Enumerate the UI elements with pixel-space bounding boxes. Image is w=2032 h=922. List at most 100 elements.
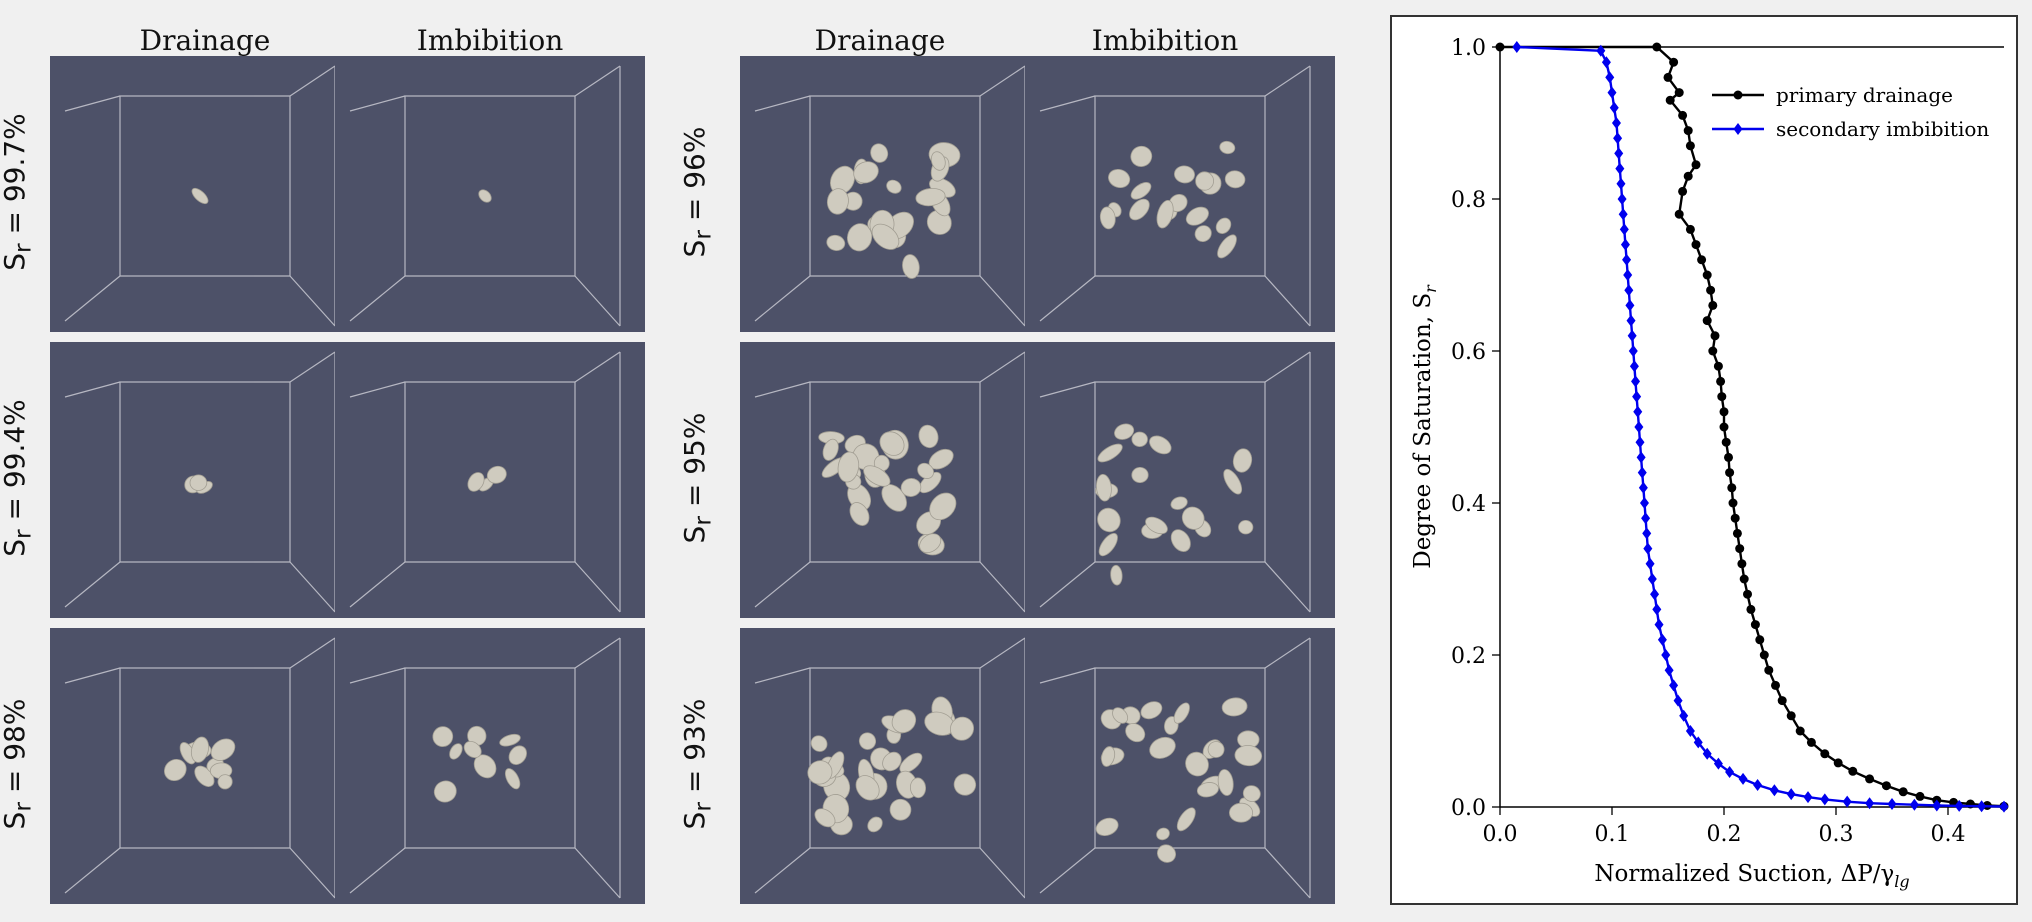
x-tick-label: 0.1 bbox=[1595, 822, 1630, 847]
data-point bbox=[1750, 620, 1760, 630]
data-point bbox=[1620, 238, 1630, 251]
wireframe-box bbox=[1039, 637, 1311, 899]
data-point bbox=[1654, 618, 1664, 631]
data-point bbox=[1702, 316, 1712, 326]
legend-entry-0: primary drainage bbox=[1712, 83, 1953, 107]
data-point bbox=[1634, 421, 1644, 433]
legend-label: secondary imbibition bbox=[1776, 117, 1989, 141]
y-tick-label: 0.6 bbox=[1451, 340, 1486, 365]
data-point bbox=[1679, 709, 1689, 722]
data-point bbox=[1725, 468, 1735, 478]
data-point bbox=[1725, 766, 1735, 779]
data-point bbox=[1685, 725, 1695, 737]
data-point bbox=[1685, 141, 1695, 151]
data-point bbox=[1746, 604, 1756, 614]
data-point bbox=[1727, 483, 1737, 493]
render-panel-imbibition-99-4 bbox=[335, 342, 645, 618]
data-point bbox=[1755, 635, 1765, 645]
data-point bbox=[1632, 390, 1642, 403]
data-point bbox=[1673, 694, 1683, 707]
render-panel-drainage-95 bbox=[740, 342, 1050, 618]
legend-label: primary drainage bbox=[1776, 83, 1953, 107]
data-point bbox=[1999, 800, 2009, 813]
data-point bbox=[1657, 633, 1667, 646]
data-point bbox=[1636, 451, 1646, 464]
wireframe-box bbox=[349, 351, 621, 613]
data-point bbox=[1713, 757, 1723, 770]
data-point bbox=[1842, 795, 1852, 808]
data-point bbox=[1702, 270, 1712, 280]
x-tick-label: 0.2 bbox=[1707, 822, 1742, 847]
data-point bbox=[1909, 798, 1919, 811]
data-point bbox=[1495, 42, 1505, 52]
data-point bbox=[1642, 527, 1652, 540]
data-point bbox=[1652, 42, 1662, 52]
data-point bbox=[1633, 405, 1643, 418]
data-point bbox=[1623, 269, 1633, 281]
data-point bbox=[1625, 299, 1635, 312]
data-point bbox=[1786, 788, 1796, 801]
left-col-title-drainage: Drainage bbox=[139, 24, 271, 57]
data-point bbox=[1627, 329, 1637, 342]
wireframe-box bbox=[349, 65, 621, 327]
fluid-cluster bbox=[432, 725, 527, 803]
x-axis-label: Normalized Suction, ΔP/γlg bbox=[1594, 861, 1909, 891]
data-point bbox=[1759, 650, 1769, 660]
data-point bbox=[1820, 793, 1830, 806]
data-point bbox=[1719, 422, 1729, 432]
data-point bbox=[1616, 177, 1626, 190]
data-point bbox=[1738, 772, 1748, 785]
wireframe-box bbox=[349, 637, 621, 899]
data-point bbox=[1624, 284, 1634, 297]
data-point bbox=[1685, 224, 1695, 234]
data-point bbox=[1641, 512, 1651, 525]
fluid-cluster bbox=[191, 187, 209, 205]
data-point bbox=[1786, 711, 1796, 721]
render-panel-imbibition-98 bbox=[335, 628, 645, 904]
data-point bbox=[1708, 346, 1718, 356]
data-point bbox=[1614, 147, 1624, 160]
data-point bbox=[1693, 736, 1703, 749]
data-point bbox=[1635, 436, 1645, 449]
data-point bbox=[1617, 193, 1627, 205]
saturation-chart-frame: 0.0 0.1 0.2 0.3 0.4 0.0 0.2 0.4 0.6 0.8 1.0 Normali… bbox=[1390, 15, 2018, 905]
data-point bbox=[1769, 784, 1779, 797]
data-point bbox=[1665, 95, 1675, 105]
data-point bbox=[1607, 86, 1617, 99]
render-panel-imbibition-99-7 bbox=[335, 56, 645, 332]
data-point bbox=[1647, 573, 1657, 585]
data-point bbox=[1609, 101, 1619, 114]
data-point bbox=[1661, 649, 1671, 661]
data-point bbox=[1638, 481, 1648, 494]
render-panel-drainage-99-7 bbox=[50, 56, 360, 332]
row-label-left-2: Sr = 99.4% bbox=[0, 399, 37, 557]
data-point bbox=[1512, 41, 1522, 53]
data-point bbox=[1706, 285, 1716, 295]
data-point bbox=[1683, 126, 1693, 136]
saturation-chart: 0.0 0.1 0.2 0.3 0.4 0.0 0.2 0.4 0.6 0.8 1.0 Normali… bbox=[1410, 36, 2009, 891]
data-point bbox=[1639, 497, 1649, 509]
data-point bbox=[1954, 799, 1964, 812]
fluid-cluster bbox=[1095, 423, 1254, 586]
data-point bbox=[1737, 559, 1747, 569]
fluid-cluster bbox=[1099, 140, 1246, 259]
data-point bbox=[1724, 452, 1733, 462]
row-label-right-1: Sr = 96% bbox=[678, 126, 717, 258]
y-tick-label: 0.0 bbox=[1451, 796, 1486, 821]
data-point bbox=[1932, 799, 1942, 812]
series-line bbox=[1500, 45, 2005, 808]
row-label-left-3: Sr = 98% bbox=[0, 698, 37, 830]
right-col-title-drainage: Drainage bbox=[814, 24, 946, 57]
data-point bbox=[1833, 758, 1843, 768]
data-point bbox=[1669, 679, 1679, 692]
data-point bbox=[1678, 186, 1688, 196]
data-point bbox=[1629, 360, 1639, 373]
data-point bbox=[1674, 209, 1684, 219]
render-panel-drainage-93 bbox=[740, 628, 1050, 904]
data-point bbox=[1735, 544, 1745, 554]
data-point bbox=[1650, 588, 1660, 601]
data-point bbox=[1771, 680, 1780, 690]
data-point bbox=[1708, 300, 1718, 310]
data-point bbox=[1669, 57, 1679, 67]
data-point bbox=[1678, 110, 1688, 120]
